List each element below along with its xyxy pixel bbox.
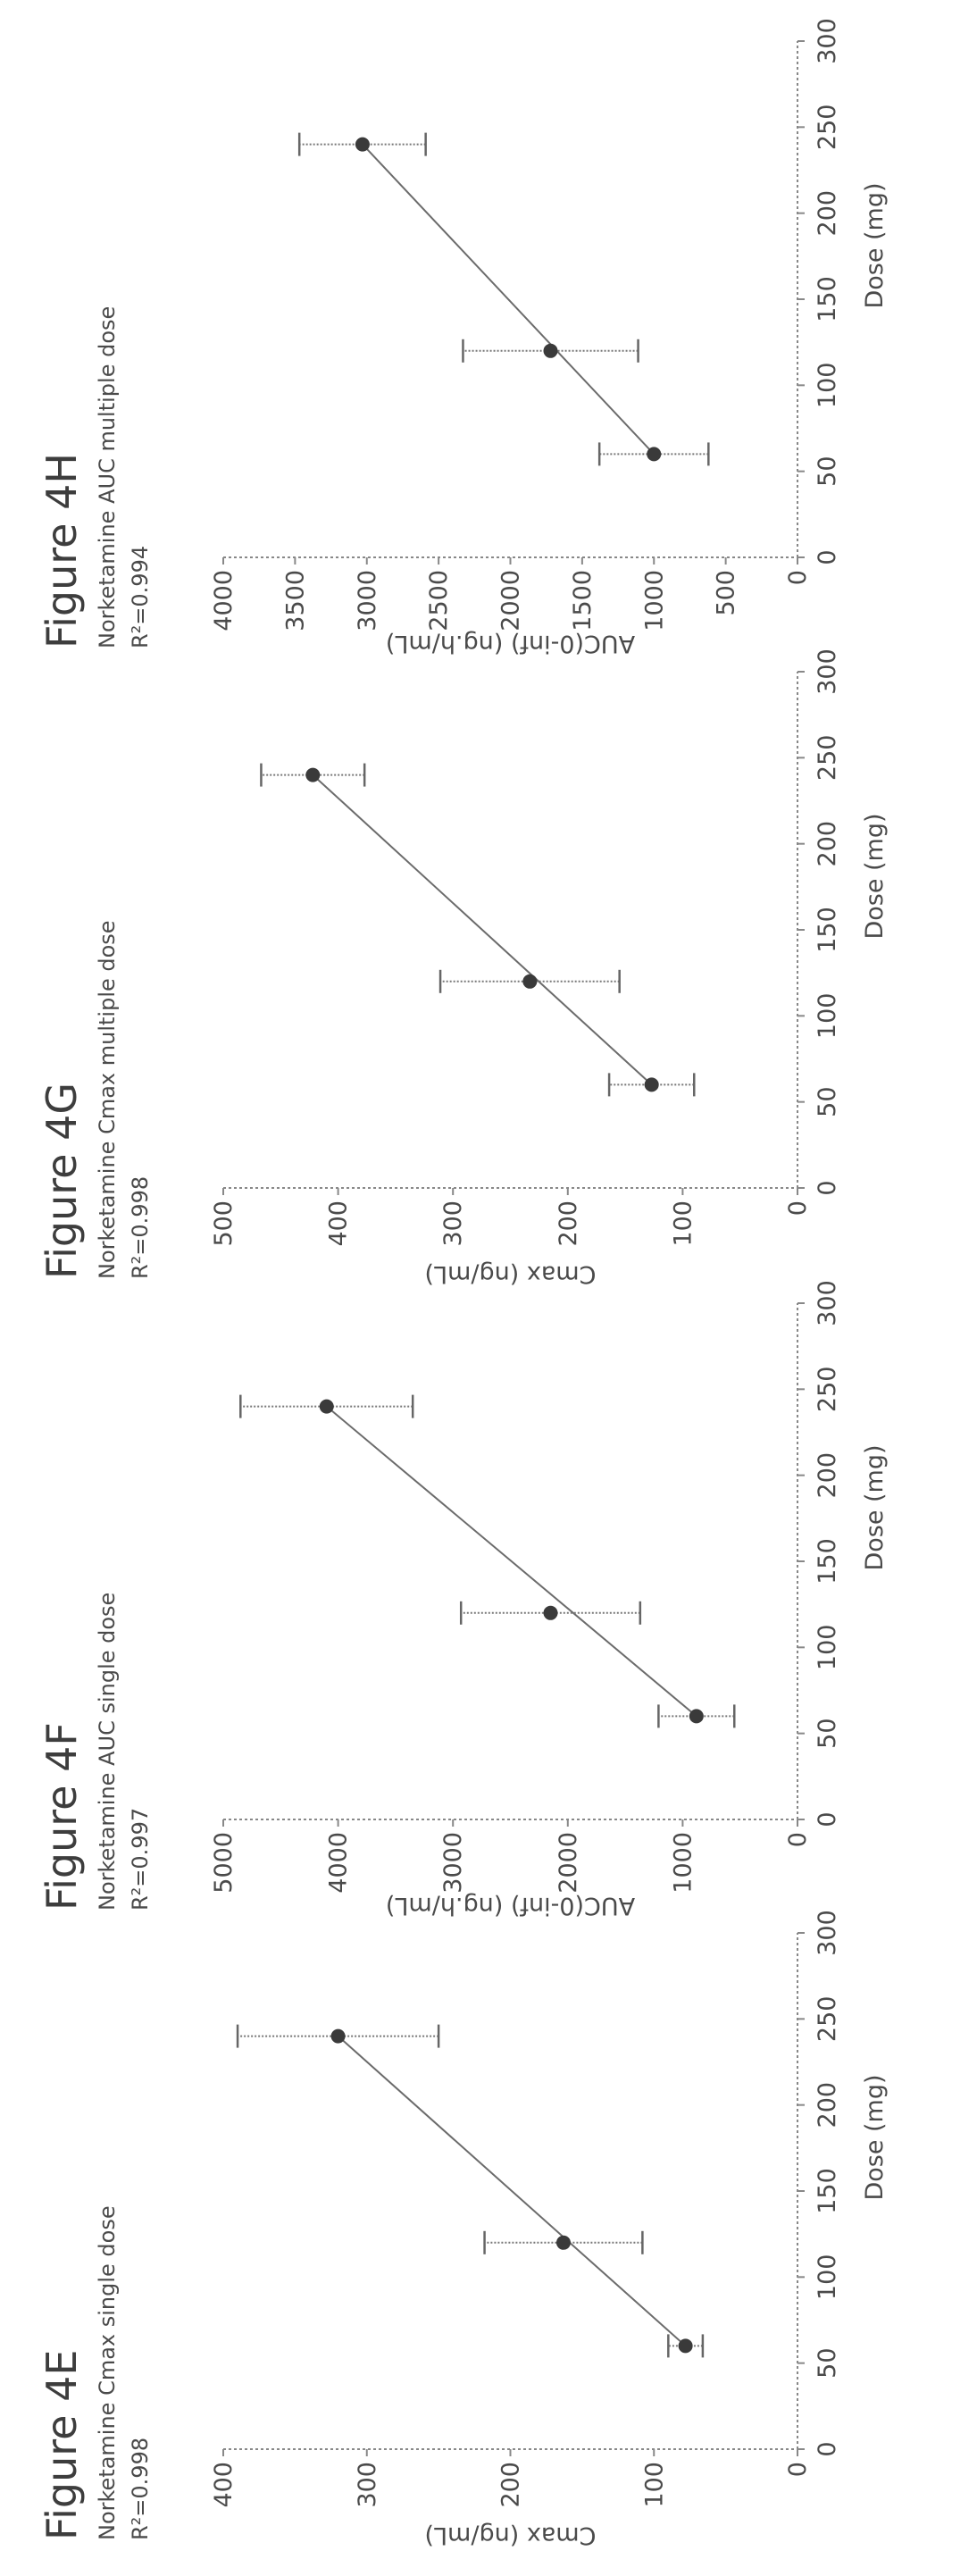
figure-label: Figure 4E <box>38 2350 86 2540</box>
data-point <box>330 2028 346 2044</box>
figure-label: Figure 4F <box>38 1722 86 1911</box>
y-tick-label: 2000 <box>497 570 525 631</box>
x-tick-label: 0 <box>814 549 841 565</box>
y-tick-label: 500 <box>210 1200 238 1247</box>
y-tick-label: 4000 <box>325 1832 353 1894</box>
y-tick-label: 0 <box>784 2462 812 2477</box>
trend-line <box>312 774 653 1086</box>
y-tick-label: 1000 <box>669 1832 697 1894</box>
x-tick-label: 100 <box>814 2254 841 2301</box>
y-tick-label: 400 <box>210 2462 238 2508</box>
y-tick-label: 300 <box>439 1200 467 1247</box>
y-axis-label: AUC(0-inf) (ng.h/mL) <box>386 1892 635 1919</box>
y-tick-label: 3500 <box>281 570 309 631</box>
x-axis-label: Dose (mg) <box>861 182 889 308</box>
y-tick-label: 100 <box>640 2462 668 2508</box>
x-tick-label: 250 <box>814 1996 841 2043</box>
y-tick-label: 200 <box>497 2462 525 2508</box>
chart-panel-2: Figure 4F Norketamine AUC single dose R²=0… <box>38 1280 889 1919</box>
x-tick-label: 100 <box>814 1625 841 1671</box>
r-squared-label: R²=0.994 <box>128 546 153 648</box>
data-point <box>644 1077 659 1092</box>
chart-panel-1: Figure 4E Norketamine Cmax single dose R²=… <box>38 1910 889 2549</box>
data-point <box>355 137 370 152</box>
r-squared-label: R²=0.998 <box>128 2438 153 2540</box>
x-tick-label: 0 <box>814 1811 841 1827</box>
data-point <box>305 767 321 782</box>
x-tick-label: 0 <box>814 1180 841 1195</box>
data-point <box>678 2338 693 2354</box>
y-tick-label: 4000 <box>210 570 238 631</box>
x-tick-label: 200 <box>814 190 841 237</box>
x-tick-label: 100 <box>814 993 841 1040</box>
y-tick-label: 3000 <box>354 570 381 631</box>
y-tick-label: 500 <box>713 570 740 616</box>
x-tick-label: 50 <box>814 456 841 486</box>
data-point <box>522 974 538 989</box>
y-tick-label: 0 <box>784 1200 812 1216</box>
y-tick-label: 2500 <box>425 570 453 631</box>
r-squared-label: R²=0.997 <box>128 1808 153 1911</box>
chart-title: Norketamine AUC multiple dose <box>95 306 120 648</box>
y-tick-label: 0 <box>784 1832 812 1847</box>
x-tick-label: 200 <box>814 821 841 867</box>
x-axis-label: Dose (mg) <box>861 2074 889 2200</box>
x-tick-label: 200 <box>814 2082 841 2129</box>
x-tick-label: 50 <box>814 2347 841 2378</box>
y-tick-label: 200 <box>555 1200 582 1247</box>
x-tick-label: 50 <box>814 1718 841 1748</box>
chart-title: Norketamine Cmax multiple dose <box>95 920 120 1279</box>
y-tick-label: 1500 <box>569 570 597 631</box>
data-point <box>543 343 558 358</box>
x-axis-label: Dose (mg) <box>861 813 889 939</box>
y-axis-label: Cmax (ng/mL) <box>424 1260 596 1288</box>
chart-title: Norketamine AUC single dose <box>95 1593 120 1911</box>
x-tick-label: 250 <box>814 1367 841 1413</box>
x-tick-label: 150 <box>814 276 841 322</box>
y-tick-label: 0 <box>784 570 812 585</box>
data-point <box>319 1399 334 1414</box>
y-tick-label: 400 <box>325 1200 353 1247</box>
data-point <box>647 447 662 462</box>
y-tick-label: 5000 <box>210 1832 238 1894</box>
y-axis-label: AUC(0-inf) (ng.h/mL) <box>386 630 635 657</box>
trend-line <box>337 2035 687 2347</box>
x-tick-label: 200 <box>814 1452 841 1499</box>
trend-line <box>326 1405 697 1718</box>
figure-label: Figure 4H <box>38 453 86 648</box>
y-tick-label: 300 <box>354 2462 381 2508</box>
y-tick-label: 3000 <box>439 1832 467 1894</box>
x-tick-label: 300 <box>814 18 841 64</box>
y-axis-label: Cmax (ng/mL) <box>424 2522 596 2549</box>
x-tick-label: 100 <box>814 363 841 409</box>
y-tick-label: 2000 <box>555 1832 582 1894</box>
x-tick-label: 150 <box>814 1538 841 1585</box>
chart-title: Norketamine Cmax single dose <box>95 2205 120 2540</box>
chart-panel-4: Figure 4H Norketamine AUC multiple dose R²… <box>38 18 889 657</box>
data-point <box>555 2235 571 2250</box>
x-tick-label: 150 <box>814 907 841 953</box>
figure-label: Figure 4G <box>38 1083 86 1279</box>
x-tick-label: 50 <box>814 1086 841 1117</box>
data-point <box>689 1709 704 1724</box>
y-tick-label: 1000 <box>640 570 668 631</box>
trend-line <box>362 143 655 456</box>
y-tick-label: 100 <box>669 1200 697 1247</box>
x-tick-label: 300 <box>814 648 841 695</box>
x-tick-label: 150 <box>814 2168 841 2214</box>
x-tick-label: 250 <box>814 105 841 151</box>
x-tick-label: 0 <box>814 2441 841 2456</box>
chart-panel-3: Figure 4G Norketamine Cmax multiple dose R… <box>38 648 889 1288</box>
x-tick-label: 300 <box>814 1910 841 1956</box>
x-axis-label: Dose (mg) <box>861 1444 889 1570</box>
r-squared-label: R²=0.998 <box>128 1176 153 1279</box>
data-point <box>543 1605 558 1620</box>
x-tick-label: 250 <box>814 735 841 782</box>
x-tick-label: 300 <box>814 1280 841 1326</box>
